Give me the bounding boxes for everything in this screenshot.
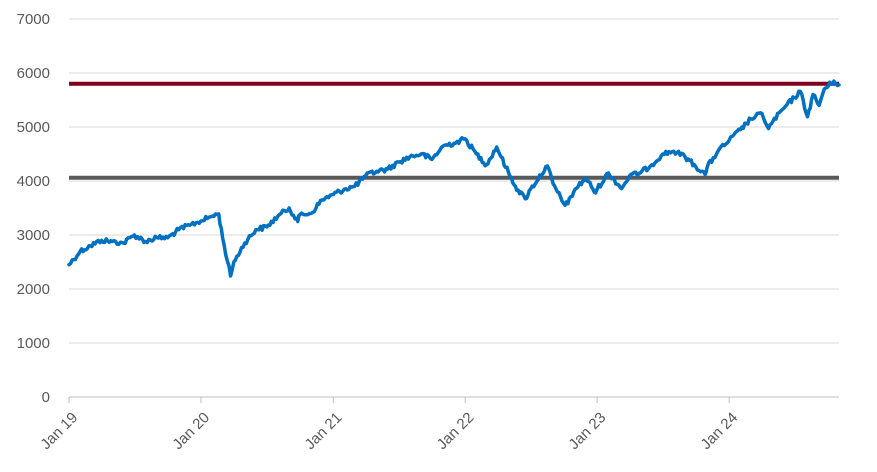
- y-tick-label: 0: [42, 389, 50, 406]
- reference-lines: [69, 84, 839, 178]
- x-tick-label: Jan 19: [37, 409, 81, 453]
- y-tick-label: 3000: [17, 227, 50, 244]
- x-tick-label: Jan 23: [565, 409, 609, 453]
- y-tick-label: 2000: [17, 281, 50, 298]
- x-tick-label: Jan 24: [697, 409, 741, 453]
- y-tick-label: 5000: [17, 119, 50, 136]
- y-tick-label: 7000: [17, 11, 50, 28]
- x-axis: Jan 19 Jan 20 Jan 21 Jan 22 Jan 23 Jan 24: [37, 397, 839, 453]
- gridlines: [69, 19, 839, 343]
- y-tick-label: 6000: [17, 65, 50, 82]
- x-tick-label: Jan 22: [434, 409, 478, 453]
- x-tick-label: Jan 20: [169, 409, 213, 453]
- x-tick-label: Jan 21: [302, 409, 346, 453]
- y-tick-label: 1000: [17, 335, 50, 352]
- y-tick-label: 4000: [17, 173, 50, 190]
- y-axis: 0 1000 2000 3000 4000 5000 6000 7000: [17, 11, 50, 406]
